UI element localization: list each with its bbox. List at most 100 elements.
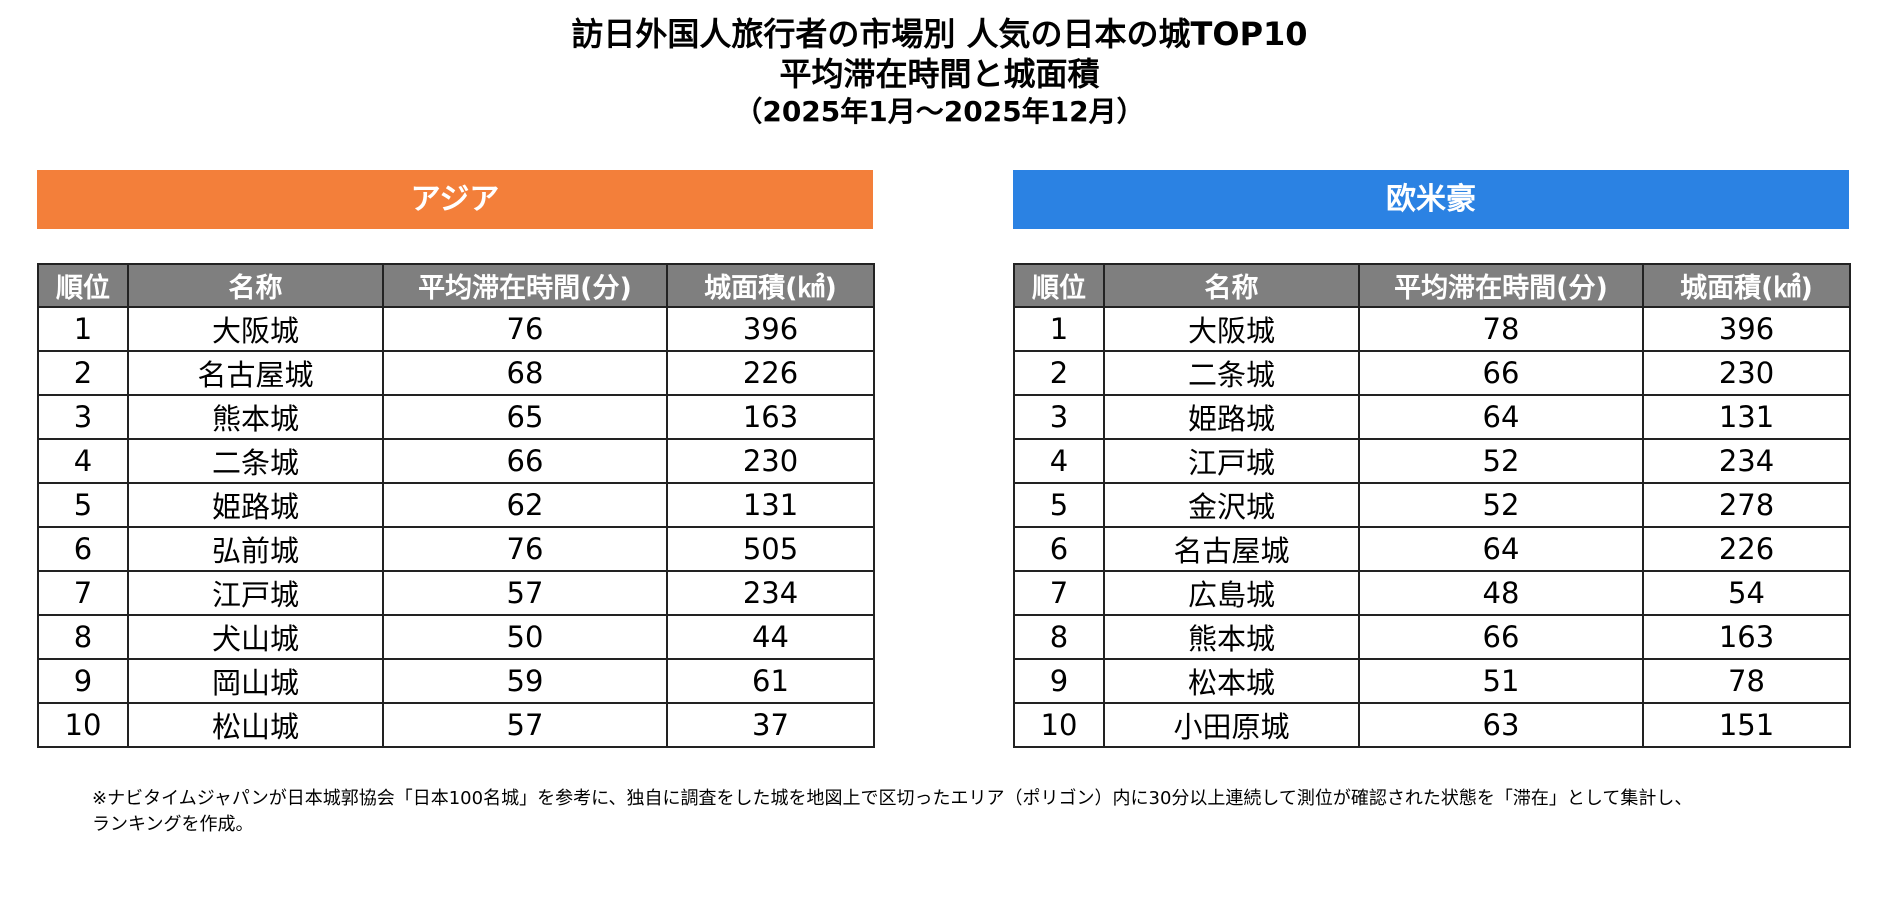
table-row: 3 姫路城 64 131 [1013,394,1851,440]
name-cell: 熊本城 [1103,614,1360,660]
avg-stay-cell: 52 [1358,482,1644,528]
footnote-line-2: ランキングを作成。 [92,814,254,835]
area-cell: 131 [666,482,875,528]
rank-cell: 7 [1013,570,1105,616]
table-row: 5 金沢城 52 278 [1013,482,1851,528]
area-cell: 226 [666,350,875,396]
area-cell: 396 [666,306,875,352]
avg-stay-cell: 57 [382,702,668,748]
table-row: 7 広島城 48 54 [1013,570,1851,616]
area-cell: 151 [1642,702,1851,748]
avg-stay-cell: 68 [382,350,668,396]
avg-stay-cell: 62 [382,482,668,528]
rank-cell: 3 [1013,394,1105,440]
table-header-row: 順位 名称 平均滞在時間(分) 城面積(㎢) [37,263,875,308]
header-area: 城面積(㎢) [666,263,875,308]
header-avg-stay: 平均滞在時間(分) [382,263,668,308]
table-row: 8 犬山城 50 44 [37,614,875,660]
name-cell: 大阪城 [127,306,384,352]
avg-stay-cell: 76 [382,306,668,352]
table-row: 6 名古屋城 64 226 [1013,526,1851,572]
area-cell: 163 [1642,614,1851,660]
area-cell: 37 [666,702,875,748]
name-cell: 松本城 [1103,658,1360,704]
table-row: 4 二条城 66 230 [37,438,875,484]
avg-stay-cell: 51 [1358,658,1644,704]
table-row: 2 二条城 66 230 [1013,350,1851,396]
area-cell: 278 [1642,482,1851,528]
name-cell: 江戸城 [127,570,384,616]
rank-cell: 8 [37,614,129,660]
header-avg-stay: 平均滞在時間(分) [1358,263,1644,308]
avg-stay-cell: 64 [1358,394,1644,440]
table-row: 1 大阪城 76 396 [37,306,875,352]
table-row: 3 熊本城 65 163 [37,394,875,440]
rank-cell: 10 [37,702,129,748]
avg-stay-cell: 66 [1358,350,1644,396]
table-row: 8 熊本城 66 163 [1013,614,1851,660]
table-row: 6 弘前城 76 505 [37,526,875,572]
avg-stay-cell: 78 [1358,306,1644,352]
area-cell: 226 [1642,526,1851,572]
avg-stay-cell: 64 [1358,526,1644,572]
name-cell: 金沢城 [1103,482,1360,528]
rank-cell: 1 [37,306,129,352]
area-cell: 230 [1642,350,1851,396]
header-rank: 順位 [1013,263,1105,308]
rank-cell: 9 [1013,658,1105,704]
rank-cell: 5 [37,482,129,528]
area-cell: 44 [666,614,875,660]
area-cell: 230 [666,438,875,484]
name-cell: 熊本城 [127,394,384,440]
name-cell: 二条城 [1103,350,1360,396]
asia-table-body: 1 大阪城 76 396 2 名古屋城 68 226 3 熊本城 65 163 4 二条城 66 230 5 姫路… [37,306,875,748]
name-cell: 江戸城 [1103,438,1360,484]
header-area: 城面積(㎢) [1642,263,1851,308]
table-row: 10 松山城 57 37 [37,702,875,748]
name-cell: 岡山城 [127,658,384,704]
area-cell: 131 [1642,394,1851,440]
title-period: （2025年1月～2025年12月） [734,95,1145,128]
rank-cell: 2 [37,350,129,396]
name-cell: 姫路城 [1103,394,1360,440]
name-cell: 小田原城 [1103,702,1360,748]
name-cell: 名古屋城 [127,350,384,396]
avg-stay-cell: 66 [1358,614,1644,660]
rank-cell: 2 [1013,350,1105,396]
table-row: 9 松本城 51 78 [1013,658,1851,704]
avg-stay-cell: 52 [1358,438,1644,484]
name-cell: 松山城 [127,702,384,748]
rank-cell: 4 [37,438,129,484]
avg-stay-cell: 63 [1358,702,1644,748]
rank-cell: 1 [1013,306,1105,352]
rank-cell: 9 [37,658,129,704]
header-name: 名称 [127,263,384,308]
asia-banner: アジア [37,170,873,229]
rank-cell: 7 [37,570,129,616]
asia-ranking-table: 順位 名称 平均滞在時間(分) 城面積(㎢) 1 大阪城 76 396 2 名古屋城 68 2… [37,263,875,748]
west-banner: 欧米豪 [1013,170,1849,229]
avg-stay-cell: 57 [382,570,668,616]
west-ranking-table: 順位 名称 平均滞在時間(分) 城面積(㎢) 1 大阪城 78 396 2 二条城 66 23… [1013,263,1851,748]
rank-cell: 8 [1013,614,1105,660]
area-cell: 163 [666,394,875,440]
table-row: 9 岡山城 59 61 [37,658,875,704]
avg-stay-cell: 59 [382,658,668,704]
area-cell: 234 [1642,438,1851,484]
area-cell: 505 [666,526,875,572]
footnote: ※ナビタイムジャパンが日本城郭協会「日本100名城」を参考に、独自に調査をした城… [92,786,1832,838]
header-rank: 順位 [37,263,129,308]
footnote-line-1: ※ナビタイムジャパンが日本城郭協会「日本100名城」を参考に、独自に調査をした城… [92,788,1693,809]
rank-cell: 6 [1013,526,1105,572]
rank-cell: 10 [1013,702,1105,748]
rank-cell: 4 [1013,438,1105,484]
name-cell: 名古屋城 [1103,526,1360,572]
area-cell: 78 [1642,658,1851,704]
table-row: 4 江戸城 52 234 [1013,438,1851,484]
area-cell: 54 [1642,570,1851,616]
name-cell: 犬山城 [127,614,384,660]
header-name: 名称 [1103,263,1360,308]
rank-cell: 3 [37,394,129,440]
rank-cell: 6 [37,526,129,572]
area-cell: 61 [666,658,875,704]
